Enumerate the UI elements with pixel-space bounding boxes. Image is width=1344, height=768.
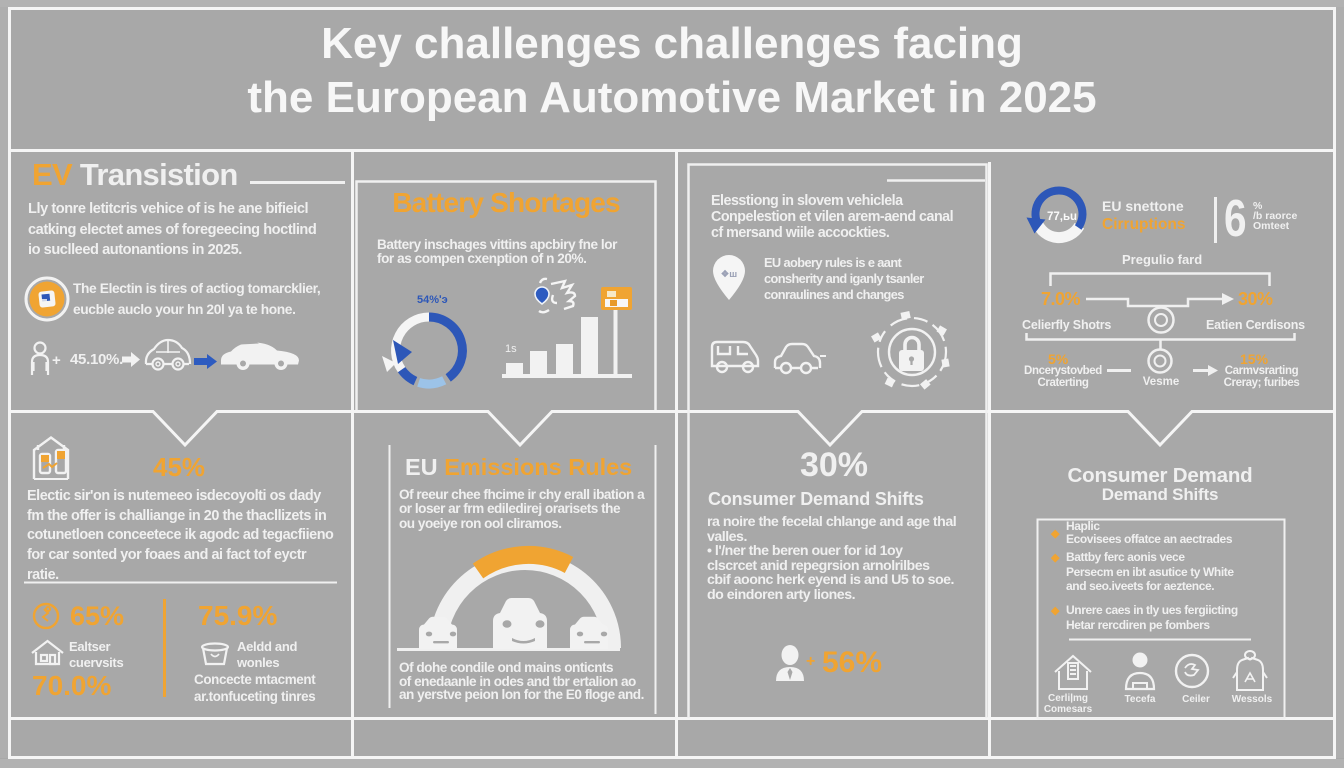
svg-text:77,ьu: 77,ьu xyxy=(1047,211,1077,223)
svg-text:❖ш: ❖ш xyxy=(721,269,738,280)
